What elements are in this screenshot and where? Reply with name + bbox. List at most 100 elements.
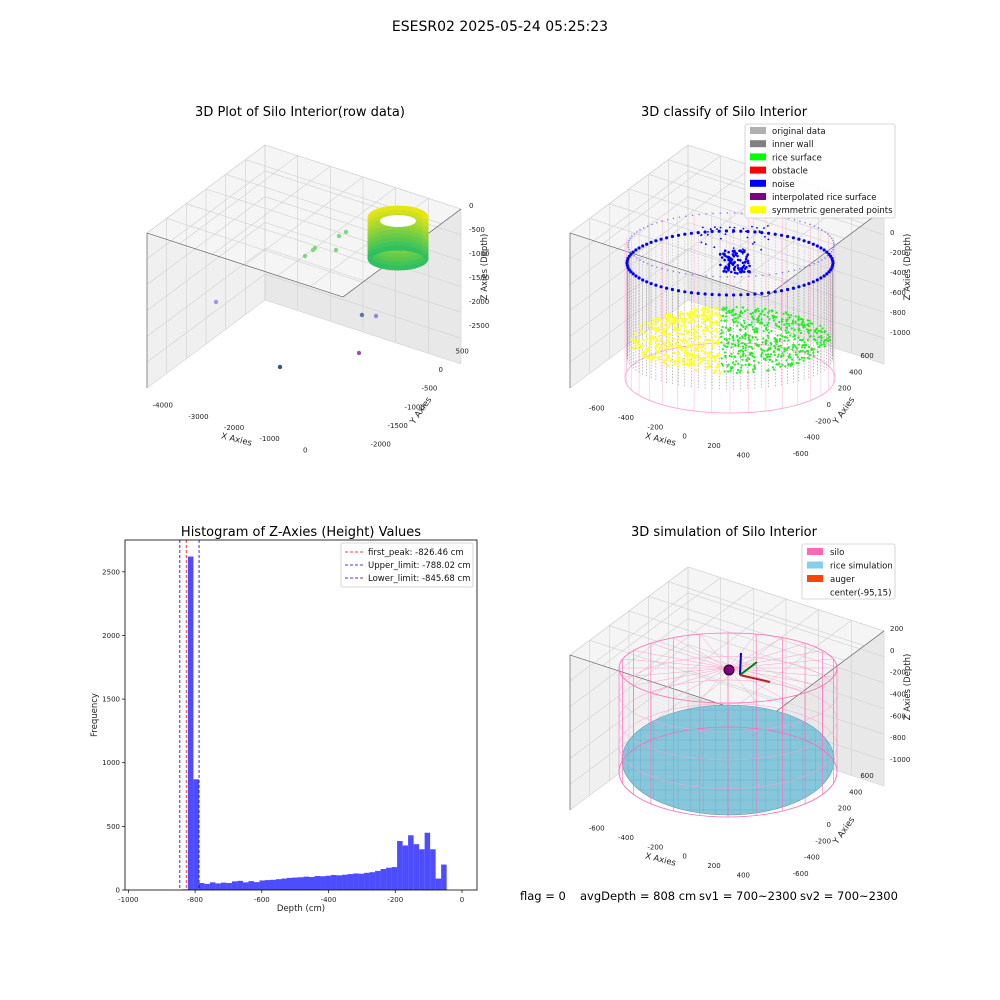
- noise-point: [745, 265, 748, 269]
- rice-surface-point: [741, 311, 744, 315]
- rice-surface-point: [793, 334, 796, 337]
- noise-point: [647, 263, 649, 265]
- silo-roof-spoke: [699, 667, 729, 702]
- rice-surface-point: [785, 312, 788, 315]
- rice-surface-point: [730, 352, 733, 355]
- generated-point: [695, 324, 699, 328]
- rice-surface-point: [753, 367, 757, 370]
- rice-surface-point: [765, 339, 768, 342]
- noise-point: [701, 226, 704, 229]
- tick-label: -1500: [388, 422, 408, 430]
- rice-surface-point: [724, 326, 728, 329]
- x-tick-label: -800: [187, 896, 203, 904]
- generated-point: [708, 306, 711, 309]
- noise-point: [727, 255, 731, 259]
- rice-surface-point: [777, 353, 780, 356]
- generated-point: [695, 343, 699, 347]
- histogram-x-ticks: -1000 -800 -600 -400 -200 0: [118, 890, 464, 904]
- noise-point: [724, 233, 727, 236]
- y-tick-label: 1500: [102, 696, 120, 704]
- generated-point: [690, 345, 693, 349]
- tick-label: 0: [682, 853, 686, 861]
- tick-label: 0: [890, 647, 894, 655]
- generated-point: [709, 356, 713, 360]
- generated-point: [683, 320, 687, 323]
- noise-point: [723, 258, 726, 262]
- rice-surface-point: [806, 349, 809, 352]
- rice-surface-point: [782, 354, 785, 357]
- tick-label: -400: [890, 269, 906, 277]
- rice-surface-point: [801, 320, 804, 323]
- rice-surface-point: [743, 310, 747, 313]
- generated-point: [700, 308, 704, 312]
- noise-point: [666, 269, 669, 271]
- rice-surface-point: [767, 321, 770, 324]
- noise-point: [733, 268, 736, 272]
- generated-point: [687, 321, 691, 325]
- generated-point: [667, 325, 670, 329]
- rice-surface-point: [720, 329, 723, 332]
- noise-point: [821, 229, 823, 231]
- tick-label: -200: [815, 837, 831, 845]
- rice-surface-point: [780, 320, 784, 323]
- noise-point: [809, 223, 811, 226]
- noise-point: [799, 220, 801, 222]
- generated-point: [681, 359, 685, 363]
- generated-point: [695, 348, 699, 352]
- histogram-bar: [364, 872, 370, 890]
- generated-point: [645, 349, 649, 353]
- noise-point: [689, 231, 694, 235]
- noise-point: [804, 222, 806, 224]
- noise-point: [827, 270, 831, 274]
- rice-surface-point: [744, 327, 747, 331]
- noise-point: [833, 242, 835, 244]
- generated-point: [705, 324, 708, 328]
- rice-surface-point: [733, 321, 736, 324]
- histogram-bar: [264, 880, 271, 890]
- noise-point: [746, 292, 750, 297]
- tick-label: -200: [890, 249, 906, 257]
- generated-point: [709, 330, 712, 334]
- generated-point: [657, 355, 661, 359]
- noise-point: [724, 250, 726, 253]
- rice-surface-point: [821, 327, 824, 330]
- tick-label: -4000: [153, 402, 173, 410]
- tick-label: 400: [737, 451, 750, 459]
- noise-point: [718, 253, 722, 256]
- generated-point: [658, 346, 662, 350]
- simulation-3d-box: [569, 566, 885, 811]
- noise-point: [666, 219, 669, 221]
- noise-point: [815, 278, 819, 282]
- noise-point: [753, 241, 756, 244]
- generated-point: [701, 317, 704, 321]
- generated-point: [647, 356, 651, 360]
- generated-point: [709, 318, 713, 322]
- noise-point: [672, 217, 675, 220]
- noise-point: [733, 265, 737, 269]
- generated-point: [692, 359, 696, 363]
- rice-surface-point: [785, 326, 788, 329]
- noise-point: [631, 250, 635, 254]
- rice-surface-point: [755, 327, 758, 330]
- noise-point: [685, 215, 687, 217]
- rice-surface-point: [751, 354, 754, 358]
- noise-point: [724, 293, 729, 297]
- generated-point: [712, 321, 716, 325]
- histogram-bar: [226, 883, 232, 890]
- histogram-title: Histogram of Z-Axies (Height) Values: [181, 525, 421, 540]
- generated-point: [701, 356, 705, 360]
- histogram-bar: [386, 867, 392, 890]
- classify-y-axis-label: Y Axies: [831, 395, 858, 427]
- noise-point: [824, 257, 826, 259]
- generated-point: [644, 356, 648, 360]
- histogram-bar: [342, 874, 348, 890]
- generated-point: [693, 339, 697, 342]
- tick-label: 0: [439, 366, 443, 374]
- silo-roof-spoke: [699, 634, 729, 669]
- noise-point: [742, 248, 744, 251]
- generated-point: [718, 314, 721, 318]
- rice-surface-point: [751, 368, 755, 371]
- noise-point: [732, 293, 736, 297]
- legend-label: noise: [772, 180, 795, 190]
- rice-surface-point: [765, 326, 768, 329]
